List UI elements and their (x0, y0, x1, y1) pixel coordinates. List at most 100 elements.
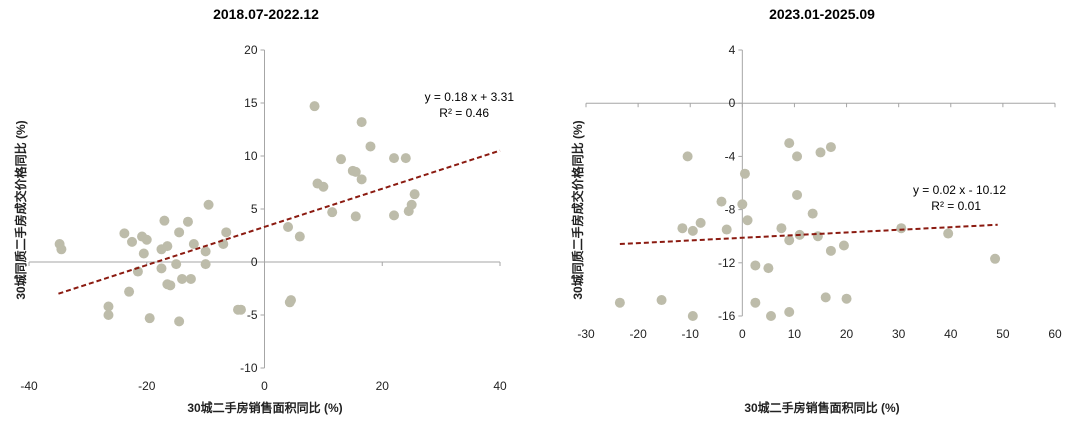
right-trend-equation: y = 0.02 x - 10.12 (913, 183, 1006, 197)
left-x-tick-label: 0 (261, 379, 268, 393)
right-data-point (776, 223, 787, 234)
right-y-tick-label: 4 (729, 43, 736, 57)
right-data-point (739, 168, 750, 179)
right-data-point (614, 297, 625, 308)
right-data-point (765, 311, 776, 321)
right-data-point (825, 245, 836, 256)
left-scatter-chart: 2018.07-2022.12 30城二手房销售面积同比 (%) 30城同质二手… (13, 6, 514, 415)
left-data-point (119, 228, 130, 239)
right-y-axis-label: 30城同质二手房成交价格同比 (%) (570, 120, 585, 299)
left-y-tick-label: 15 (244, 96, 258, 110)
left-data-point (389, 210, 400, 221)
right-data-point (682, 151, 693, 162)
right-data-point (815, 147, 826, 158)
left-data-point (406, 199, 417, 210)
left-data-point (103, 301, 114, 312)
left-x-tick-label: 20 (376, 379, 390, 393)
right-trend-r2: R² = 0.01 (931, 199, 981, 213)
left-data-point (174, 316, 185, 327)
right-data-point (825, 142, 836, 153)
left-data-point (177, 273, 188, 284)
right-x-tick-label: 50 (996, 327, 1010, 341)
left-data-point (174, 227, 185, 238)
left-y-tick-label: 0 (251, 255, 258, 269)
right-trendline (619, 223, 998, 246)
right-x-tick-label: 0 (739, 327, 746, 341)
right-data-point (716, 196, 727, 207)
left-data-point (294, 231, 305, 242)
left-trend-equation: y = 0.18 x + 3.31 (425, 90, 515, 104)
right-data-point (990, 253, 1001, 264)
right-data-point (763, 263, 774, 274)
right-data-point (677, 223, 688, 234)
left-data-point (182, 216, 193, 227)
right-data-point (943, 228, 954, 239)
left-data-point (200, 259, 211, 270)
right-x-tick-label: 60 (1048, 327, 1062, 341)
left-y-tick-label: 5 (251, 202, 258, 216)
right-data-point (737, 199, 748, 210)
left-data-point (171, 259, 182, 270)
right-data-point (838, 240, 849, 251)
left-data-point (124, 286, 135, 297)
right-chart-title: 2023.01-2025.09 (769, 6, 875, 22)
right-x-tick-label: 20 (840, 327, 854, 341)
right-x-axis-label: 30城二手房销售面积同比 (%) (744, 400, 899, 415)
left-data-point (365, 141, 376, 152)
right-y-tick-label: -12 (718, 256, 736, 270)
left-data-point (221, 227, 232, 238)
left-data-point (389, 153, 400, 164)
left-y-axis-label: 30城同质二手房成交价格同比 (%) (13, 120, 28, 299)
left-data-point (327, 207, 338, 218)
right-y-tick-label: 0 (729, 96, 736, 110)
left-data-point (165, 280, 176, 291)
right-x-tick-label: 10 (788, 327, 802, 341)
left-x-axis-label: 30城二手房销售面积同比 (%) (187, 400, 342, 415)
right-data-point (784, 235, 795, 246)
left-y-tick-label: 20 (244, 43, 258, 57)
right-data-point (750, 260, 761, 271)
left-data-point (350, 166, 361, 177)
right-data-point (656, 295, 667, 306)
right-x-tick-label: -30 (577, 327, 595, 341)
left-data-point (356, 117, 367, 128)
right-x-tick-label: -20 (629, 327, 647, 341)
right-data-point (687, 225, 698, 236)
right-data-point (807, 208, 818, 219)
left-data-point (188, 238, 199, 249)
left-data-point (235, 304, 246, 315)
right-x-tick-label: 30 (892, 327, 906, 341)
right-data-point (742, 215, 753, 226)
left-data-point (141, 234, 152, 245)
right-data-point (792, 189, 803, 200)
right-data-point (695, 217, 706, 228)
right-data-point (792, 151, 803, 162)
left-data-point (283, 222, 294, 233)
left-data-point (185, 273, 196, 284)
left-data-point (336, 154, 347, 165)
right-data-point (750, 297, 761, 308)
left-data-point (156, 263, 167, 274)
left-data-point (127, 236, 138, 247)
left-trend-r2: R² = 0.46 (439, 106, 489, 120)
left-data-point (159, 215, 170, 226)
left-x-tick-label: 40 (493, 379, 507, 393)
left-trendline (58, 149, 501, 295)
right-data-point (784, 307, 795, 318)
left-data-point (162, 241, 173, 252)
right-x-tick-label: -10 (682, 327, 700, 341)
right-data-point (841, 293, 852, 304)
right-y-tick-label: -4 (725, 149, 736, 163)
left-data-point (203, 199, 214, 210)
left-y-tick-label: -10 (240, 361, 258, 375)
right-y-tick-label: -16 (718, 309, 736, 323)
left-y-tick-label: -5 (247, 308, 258, 322)
left-data-point (200, 246, 211, 257)
right-y-tick-label: -8 (725, 203, 736, 217)
left-data-point (103, 310, 114, 320)
left-data-point (138, 248, 149, 259)
right-data-point (896, 223, 907, 234)
left-data-point (350, 211, 361, 222)
left-data-point (56, 244, 67, 255)
